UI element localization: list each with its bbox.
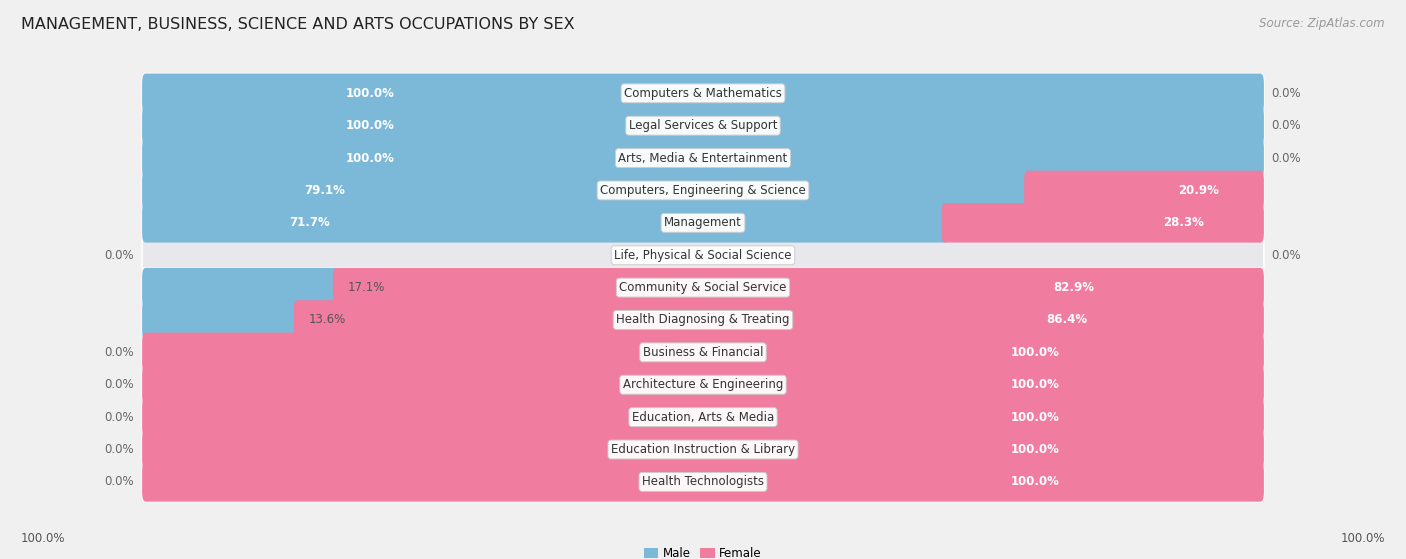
Text: 0.0%: 0.0% xyxy=(104,475,135,489)
Text: 100.0%: 100.0% xyxy=(1340,532,1385,545)
Text: 0.0%: 0.0% xyxy=(104,249,135,262)
FancyBboxPatch shape xyxy=(142,430,1264,469)
Text: Community & Social Service: Community & Social Service xyxy=(619,281,787,294)
Text: Life, Physical & Social Science: Life, Physical & Social Science xyxy=(614,249,792,262)
Text: 0.0%: 0.0% xyxy=(1271,87,1302,100)
Text: 13.6%: 13.6% xyxy=(308,314,346,326)
Text: Source: ZipAtlas.com: Source: ZipAtlas.com xyxy=(1260,17,1385,30)
FancyBboxPatch shape xyxy=(142,397,1264,437)
Text: 100.0%: 100.0% xyxy=(1011,475,1060,489)
Text: MANAGEMENT, BUSINESS, SCIENCE AND ARTS OCCUPATIONS BY SEX: MANAGEMENT, BUSINESS, SCIENCE AND ARTS O… xyxy=(21,17,575,32)
Text: 100.0%: 100.0% xyxy=(346,119,395,132)
FancyBboxPatch shape xyxy=(142,138,1264,178)
FancyBboxPatch shape xyxy=(142,462,1264,501)
Text: Business & Financial: Business & Financial xyxy=(643,346,763,359)
Text: 0.0%: 0.0% xyxy=(1271,119,1302,132)
FancyBboxPatch shape xyxy=(142,235,1264,275)
FancyBboxPatch shape xyxy=(142,203,948,243)
FancyBboxPatch shape xyxy=(142,430,1264,469)
FancyBboxPatch shape xyxy=(142,300,1264,340)
Text: Health Technologists: Health Technologists xyxy=(643,475,763,489)
FancyBboxPatch shape xyxy=(942,203,1264,243)
Text: Health Diagnosing & Treating: Health Diagnosing & Treating xyxy=(616,314,790,326)
FancyBboxPatch shape xyxy=(142,170,1031,210)
Text: Arts, Media & Entertainment: Arts, Media & Entertainment xyxy=(619,151,787,164)
FancyBboxPatch shape xyxy=(142,397,1264,437)
FancyBboxPatch shape xyxy=(142,74,1264,113)
Text: 100.0%: 100.0% xyxy=(1011,411,1060,424)
FancyBboxPatch shape xyxy=(142,74,1264,113)
Text: 28.3%: 28.3% xyxy=(1163,216,1204,229)
Text: 100.0%: 100.0% xyxy=(346,151,395,164)
Text: Education, Arts & Media: Education, Arts & Media xyxy=(631,411,775,424)
FancyBboxPatch shape xyxy=(142,106,1264,145)
Text: 100.0%: 100.0% xyxy=(1011,378,1060,391)
Text: 0.0%: 0.0% xyxy=(104,346,135,359)
Text: 17.1%: 17.1% xyxy=(347,281,385,294)
FancyBboxPatch shape xyxy=(142,268,339,307)
Text: Computers, Engineering & Science: Computers, Engineering & Science xyxy=(600,184,806,197)
FancyBboxPatch shape xyxy=(142,268,1264,307)
FancyBboxPatch shape xyxy=(142,203,1264,243)
Text: 0.0%: 0.0% xyxy=(104,378,135,391)
Text: 79.1%: 79.1% xyxy=(304,184,344,197)
FancyBboxPatch shape xyxy=(1024,170,1264,210)
Text: 100.0%: 100.0% xyxy=(21,532,66,545)
FancyBboxPatch shape xyxy=(333,268,1264,307)
Text: 100.0%: 100.0% xyxy=(346,87,395,100)
FancyBboxPatch shape xyxy=(142,462,1264,501)
Text: Computers & Mathematics: Computers & Mathematics xyxy=(624,87,782,100)
Text: Education Instruction & Library: Education Instruction & Library xyxy=(612,443,794,456)
FancyBboxPatch shape xyxy=(294,300,1264,340)
FancyBboxPatch shape xyxy=(142,300,301,340)
FancyBboxPatch shape xyxy=(142,365,1264,405)
Text: 71.7%: 71.7% xyxy=(290,216,330,229)
Text: 0.0%: 0.0% xyxy=(1271,151,1302,164)
Text: 100.0%: 100.0% xyxy=(1011,443,1060,456)
Text: 86.4%: 86.4% xyxy=(1046,314,1087,326)
Text: Legal Services & Support: Legal Services & Support xyxy=(628,119,778,132)
FancyBboxPatch shape xyxy=(142,333,1264,372)
Legend: Male, Female: Male, Female xyxy=(640,542,766,559)
Text: 0.0%: 0.0% xyxy=(104,443,135,456)
Text: 82.9%: 82.9% xyxy=(1053,281,1094,294)
FancyBboxPatch shape xyxy=(142,333,1264,372)
Text: Architecture & Engineering: Architecture & Engineering xyxy=(623,378,783,391)
Text: 0.0%: 0.0% xyxy=(104,411,135,424)
FancyBboxPatch shape xyxy=(142,170,1264,210)
Text: 0.0%: 0.0% xyxy=(1271,249,1302,262)
Text: Management: Management xyxy=(664,216,742,229)
FancyBboxPatch shape xyxy=(142,138,1264,178)
Text: 20.9%: 20.9% xyxy=(1178,184,1219,197)
FancyBboxPatch shape xyxy=(142,365,1264,405)
Text: 100.0%: 100.0% xyxy=(1011,346,1060,359)
FancyBboxPatch shape xyxy=(142,106,1264,145)
